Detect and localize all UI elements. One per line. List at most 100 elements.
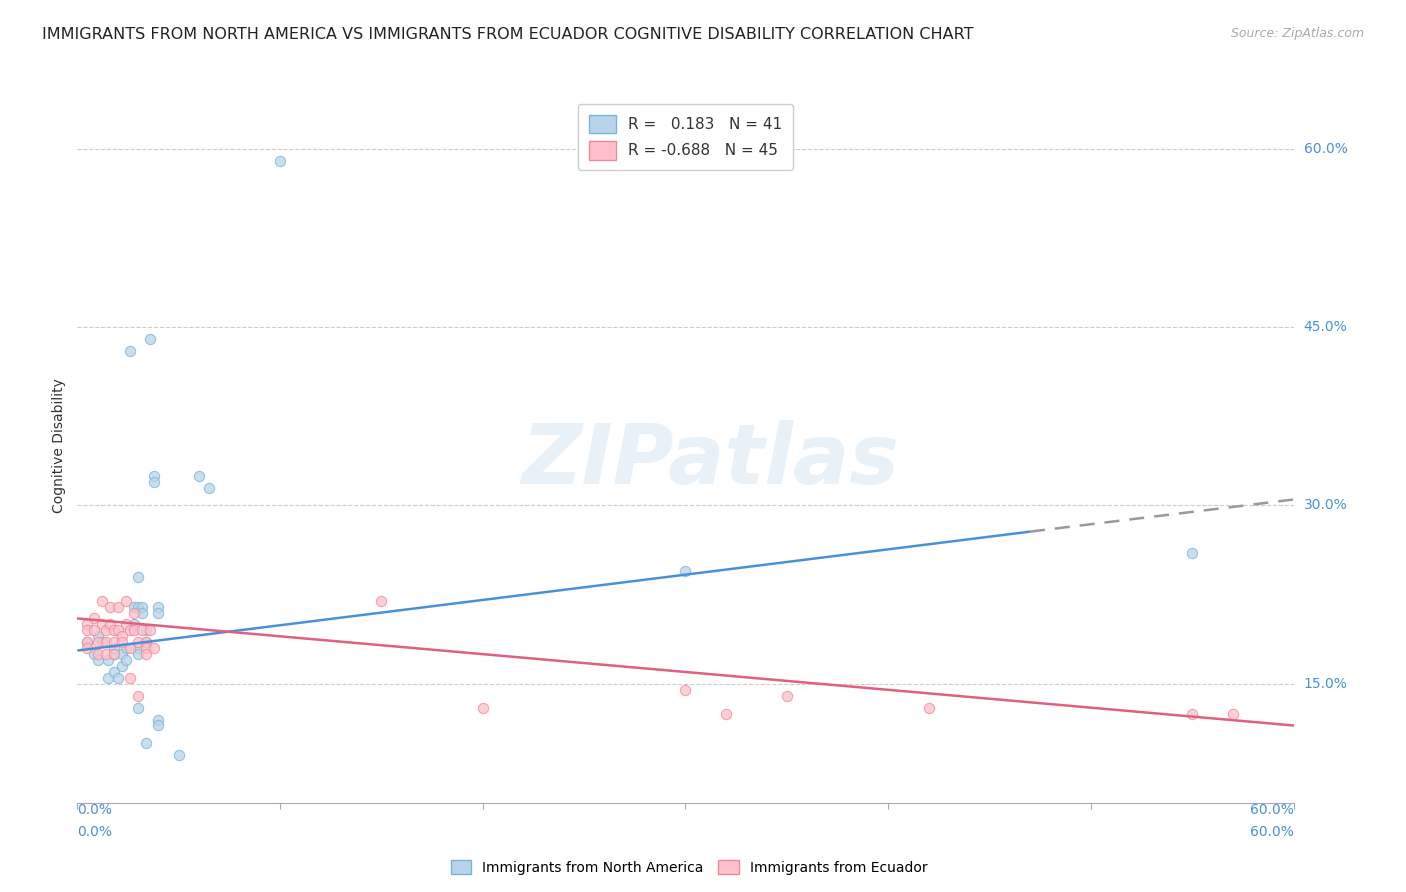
Point (127, 641, 149, 656)
Point (118, 343, 141, 358)
Text: 45.0%: 45.0% (1303, 320, 1347, 334)
Point (148, 606, 170, 620)
Point (148, 713, 170, 727)
Point (675, 564, 697, 578)
Text: 0.0%: 0.0% (77, 825, 112, 839)
Point (127, 689, 149, 703)
Point (714, 706, 737, 721)
Point (122, 624, 145, 638)
Point (118, 624, 141, 638)
Point (83, 611, 105, 625)
Text: 60.0%: 60.0% (1303, 142, 1347, 156)
Point (135, 736, 157, 750)
Point (111, 647, 134, 661)
Point (97, 671, 120, 685)
Point (103, 647, 125, 661)
Point (127, 635, 149, 649)
Point (83, 624, 105, 638)
Point (94, 647, 117, 661)
Point (103, 624, 125, 638)
Point (1222, 706, 1244, 721)
Point (86, 653, 108, 667)
Point (127, 599, 149, 614)
Point (118, 671, 141, 685)
Point (76, 635, 98, 649)
Point (90, 617, 112, 632)
Point (167, 748, 190, 763)
Point (103, 635, 125, 649)
Point (118, 641, 141, 656)
Text: IMMIGRANTS FROM NORTH AMERICA VS IMMIGRANTS FROM ECUADOR COGNITIVE DISABILITY CO: IMMIGRANTS FROM NORTH AMERICA VS IMMIGRA… (42, 27, 974, 42)
Point (1181, 546, 1204, 560)
Point (111, 629, 134, 643)
Point (115, 593, 138, 607)
Point (1181, 706, 1204, 721)
Point (98, 617, 121, 632)
Text: 30.0%: 30.0% (1303, 499, 1347, 513)
Point (131, 606, 153, 620)
Point (127, 647, 149, 661)
Text: 60.0%: 60.0% (1250, 825, 1294, 839)
Y-axis label: Cognitive Disability: Cognitive Disability (52, 378, 66, 514)
Point (115, 641, 138, 656)
Point (127, 570, 149, 584)
Point (98, 599, 121, 614)
Point (139, 624, 162, 638)
Text: 60.0%: 60.0% (1250, 803, 1294, 817)
Point (111, 659, 134, 673)
Point (115, 617, 138, 632)
Text: 0.0%: 0.0% (77, 803, 112, 817)
Point (148, 718, 170, 732)
Point (198, 481, 221, 495)
Legend: Immigrants from North America, Immigrants from Ecuador: Immigrants from North America, Immigrant… (444, 855, 934, 880)
Point (131, 624, 153, 638)
Point (918, 700, 941, 714)
Point (107, 624, 129, 638)
Text: 15.0%: 15.0% (1303, 677, 1347, 691)
Point (675, 682, 697, 697)
Text: ZIPatlas: ZIPatlas (520, 420, 898, 500)
Point (76, 641, 98, 656)
Point (122, 617, 145, 632)
Point (115, 653, 138, 667)
Point (471, 700, 494, 714)
Point (143, 468, 166, 483)
Point (135, 647, 157, 661)
Point (370, 593, 392, 607)
Point (188, 468, 211, 483)
Point (148, 599, 170, 614)
Point (107, 671, 129, 685)
Point (776, 689, 799, 703)
Point (103, 647, 125, 661)
Point (135, 635, 157, 649)
Point (269, 153, 291, 168)
Point (76, 624, 98, 638)
Legend: R =   0.183   N = 41, R = -0.688   N = 45: R = 0.183 N = 41, R = -0.688 N = 45 (578, 104, 793, 170)
Point (111, 635, 134, 649)
Point (86, 635, 108, 649)
Point (94, 635, 117, 649)
Point (135, 635, 157, 649)
Point (86, 647, 108, 661)
Point (135, 624, 157, 638)
Point (139, 332, 162, 346)
Text: Source: ZipAtlas.com: Source: ZipAtlas.com (1230, 27, 1364, 40)
Point (76, 617, 98, 632)
Point (122, 606, 145, 620)
Point (131, 599, 153, 614)
Point (103, 665, 125, 679)
Point (127, 700, 149, 714)
Point (86, 629, 108, 643)
Point (94, 624, 117, 638)
Point (103, 641, 125, 656)
Point (135, 641, 157, 656)
Point (90, 635, 112, 649)
Point (122, 599, 145, 614)
Point (76, 635, 98, 649)
Point (107, 599, 129, 614)
Point (143, 641, 166, 656)
Point (97, 653, 120, 667)
Point (90, 593, 112, 607)
Point (143, 475, 166, 489)
Point (83, 647, 105, 661)
